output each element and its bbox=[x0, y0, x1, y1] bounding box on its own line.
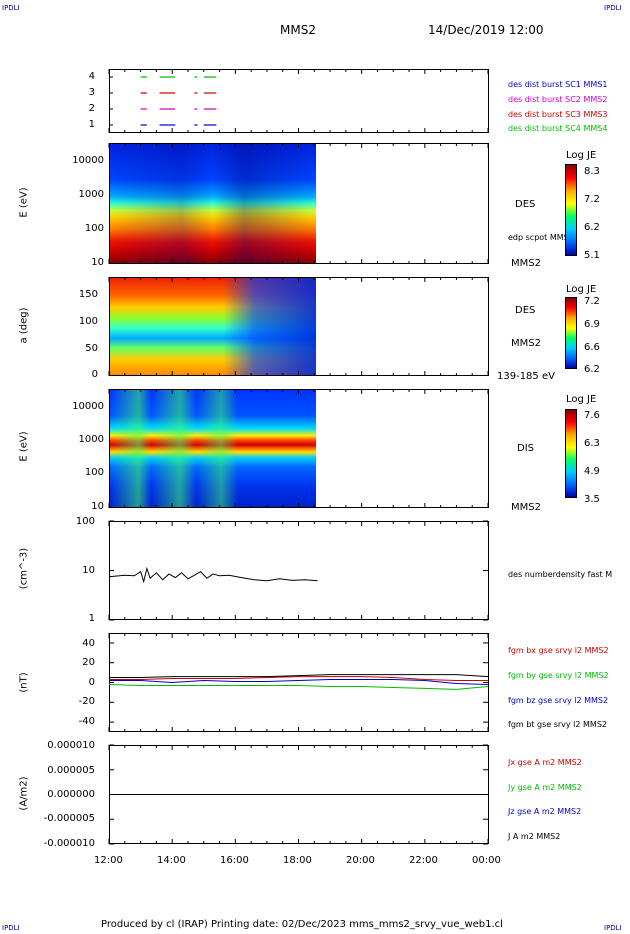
mission-title: MMS2 bbox=[280, 23, 316, 37]
xtick-18-00: 18:00 bbox=[283, 855, 312, 866]
des-pitch-ytick-100: 100 bbox=[78, 316, 98, 327]
density-line bbox=[108, 566, 318, 584]
burst-legend-mms1: des dist burst SC1 MMS1 bbox=[508, 80, 608, 89]
fgm-legend-bx: fgm bx gse srvy l2 MMS2 bbox=[508, 646, 609, 655]
current-ytick-4: -0.000005 bbox=[43, 813, 95, 824]
xtick-14-00: 14:00 bbox=[157, 855, 186, 866]
burst-ytick-2: 2 bbox=[88, 103, 95, 114]
des-energy-colorbar bbox=[565, 164, 577, 256]
des-energy-ytick-100: 100 bbox=[84, 223, 104, 234]
xtick-16-00: 16:00 bbox=[220, 855, 249, 866]
des-pitch-cb-tick-2: 6.9 bbox=[584, 319, 600, 330]
xtick-00-00: 00:00 bbox=[472, 855, 501, 866]
dis-energy-cb-tick-3: 4.9 bbox=[584, 466, 600, 477]
corner-label-top-right: IPDLI bbox=[604, 4, 622, 12]
des-pitch-cb-tick-max: 7.2 bbox=[584, 296, 600, 307]
des-pitch-cb-tick-min: 6.2 bbox=[584, 364, 600, 375]
burst-ytick-3: 3 bbox=[88, 87, 95, 98]
footer-text: Produced by cl (IRAP) Printing date: 02/… bbox=[101, 919, 503, 930]
burst-legend-mms2: des dist burst SC2 MMS2 bbox=[508, 95, 608, 104]
dis-energy-ytick-10: 10 bbox=[91, 501, 104, 512]
dis-energy-spacecraft-label: MMS2 bbox=[511, 502, 541, 513]
current-ytick-1: 0.000010 bbox=[47, 740, 95, 751]
fgm-line-bt bbox=[109, 674, 489, 678]
dis-energy-colorbar bbox=[565, 409, 577, 498]
corner-label-bottom-right: IPDLI bbox=[604, 924, 622, 932]
des-energy-cb-tick-min: 5.1 bbox=[584, 250, 600, 261]
burst-legend-mms3: des dist burst SC3 MMS3 bbox=[508, 110, 608, 119]
density-ytick-10: 10 bbox=[82, 565, 95, 576]
burst-ytick-4: 4 bbox=[88, 71, 95, 82]
des-energy-scpot-label: edp scpot MMS2 bbox=[508, 233, 574, 242]
fgm-line-by bbox=[108, 684, 489, 690]
fgm-ytick-minus40: -40 bbox=[78, 716, 95, 727]
des-energy-ytick-10000: 10000 bbox=[72, 155, 104, 166]
current-legend-jy: Jy gse A m2 MMS2 bbox=[508, 783, 582, 792]
des-energy-ytick-10: 10 bbox=[91, 257, 104, 268]
des-pitch-cb-tick-3: 6.6 bbox=[584, 342, 600, 353]
des-energy-instrument-label: DES bbox=[515, 199, 536, 210]
des-energy-spectrogram bbox=[110, 144, 316, 263]
current-legend-j: J A m2 MMS2 bbox=[508, 832, 561, 841]
current-legend-jx: Jx gse A m2 MMS2 bbox=[508, 758, 582, 767]
current-ytick-3: 0.000000 bbox=[47, 789, 95, 800]
dis-energy-ytick-1000: 1000 bbox=[78, 434, 104, 445]
dis-energy-instrument-label: DIS bbox=[517, 443, 534, 454]
des-energy-colorbar-title: Log JE bbox=[566, 150, 597, 161]
dis-energy-ytick-10000: 10000 bbox=[72, 401, 104, 412]
des-pitch-spectrogram bbox=[110, 278, 316, 375]
des-pitch-instrument-label: DES bbox=[515, 305, 536, 316]
dis-energy-panel bbox=[109, 389, 489, 508]
des-pitch-colorbar-title: Log JE bbox=[566, 284, 597, 295]
dis-energy-cb-tick-max: 7.6 bbox=[584, 410, 600, 421]
dis-energy-spectrogram bbox=[110, 390, 316, 507]
corner-label-bottom-left: IPDLI bbox=[2, 924, 20, 932]
fgm-legend-bt: fgm bt gse srvy l2 MMS2 bbox=[508, 720, 607, 729]
density-ytick-1: 1 bbox=[88, 613, 95, 624]
des-pitch-ytick-50: 50 bbox=[85, 343, 98, 354]
density-series-label: des numberdensity fast M bbox=[508, 570, 613, 579]
des-energy-cb-tick-max: 8.3 bbox=[584, 166, 600, 177]
current-ytick-2: 0.000005 bbox=[47, 765, 95, 776]
burst-legend-mms4: des dist burst SC4 MMS4 bbox=[508, 124, 608, 133]
density-ytick-100: 100 bbox=[75, 516, 95, 527]
corner-label-top-left: IPDLI bbox=[2, 4, 20, 12]
des-pitch-ytick-150: 150 bbox=[78, 289, 98, 300]
dis-energy-cb-tick-2: 6.3 bbox=[584, 438, 600, 449]
datetime-title: 14/Dec/2019 12:00 bbox=[428, 23, 544, 37]
des-pitch-colorbar bbox=[565, 297, 577, 369]
des-energy-cb-tick-3: 6.2 bbox=[584, 222, 600, 233]
fgm-ytick-minus20: -20 bbox=[78, 696, 95, 707]
dis-energy-colorbar-title: Log JE bbox=[566, 394, 597, 405]
des-pitch-energy-range: 139-185 eV bbox=[497, 371, 555, 382]
des-pitch-spacecraft-label: MMS2 bbox=[511, 338, 541, 349]
xtick-12-00: 12:00 bbox=[94, 855, 123, 866]
fgm-ytick-20: 20 bbox=[82, 657, 95, 668]
burst-ytick-1: 1 bbox=[88, 119, 95, 130]
fgm-legend-bz: fgm bz gse srvy l2 MMS2 bbox=[508, 696, 609, 705]
dis-energy-ytick-100: 100 bbox=[84, 467, 104, 478]
des-energy-ytick-1000: 1000 bbox=[78, 189, 104, 200]
fgm-legend-by: fgm by gse srvy l2 MMS2 bbox=[508, 671, 609, 680]
xtick-22-00: 22:00 bbox=[409, 855, 438, 866]
des-energy-spacecraft-label: MMS2 bbox=[511, 258, 541, 269]
fgm-ytick-0: 0 bbox=[88, 677, 95, 688]
des-energy-panel bbox=[109, 143, 489, 264]
des-energy-cb-tick-2: 7.2 bbox=[584, 194, 600, 205]
des-pitch-panel bbox=[109, 277, 489, 376]
current-ytick-5: -0.000010 bbox=[43, 838, 95, 849]
des-pitch-ytick-0: 0 bbox=[91, 369, 98, 380]
xtick-20-00: 20:00 bbox=[346, 855, 375, 866]
current-legend-jz: Jz gse A m2 MMS2 bbox=[508, 807, 582, 816]
fgm-ytick-40: 40 bbox=[82, 638, 95, 649]
fgm-line-bx bbox=[109, 676, 488, 681]
dis-energy-cb-tick-min: 3.5 bbox=[584, 494, 600, 505]
fgm-line-bz bbox=[109, 679, 489, 685]
